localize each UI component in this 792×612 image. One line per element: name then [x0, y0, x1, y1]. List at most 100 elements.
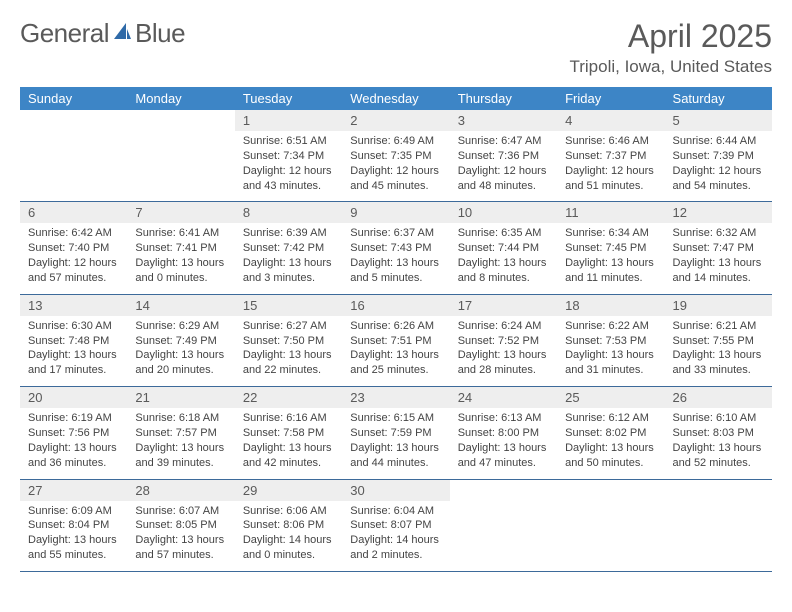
- calendar-day-cell: 13Sunrise: 6:30 AMSunset: 7:48 PMDayligh…: [20, 294, 127, 386]
- sunrise-line: Sunrise: 6:30 AM: [28, 319, 119, 334]
- calendar-day-cell: 25Sunrise: 6:12 AMSunset: 8:02 PMDayligh…: [557, 387, 664, 479]
- daylight-line: Daylight: 12 hours and 57 minutes.: [28, 256, 119, 286]
- day-number: 28: [127, 480, 234, 501]
- sunrise-line: Sunrise: 6:37 AM: [350, 226, 441, 241]
- day-number: 11: [557, 202, 664, 223]
- sunrise-line: Sunrise: 6:41 AM: [135, 226, 226, 241]
- daylight-line: Daylight: 13 hours and 11 minutes.: [565, 256, 656, 286]
- calendar-day-cell: 5Sunrise: 6:44 AMSunset: 7:39 PMDaylight…: [665, 110, 772, 202]
- calendar-day-cell: 2Sunrise: 6:49 AMSunset: 7:35 PMDaylight…: [342, 110, 449, 202]
- calendar-day-cell: 28Sunrise: 6:07 AMSunset: 8:05 PMDayligh…: [127, 479, 234, 571]
- day-details: Sunrise: 6:30 AMSunset: 7:48 PMDaylight:…: [20, 316, 127, 386]
- sunset-line: Sunset: 7:45 PM: [565, 241, 656, 256]
- day-details: Sunrise: 6:34 AMSunset: 7:45 PMDaylight:…: [557, 223, 664, 293]
- calendar-day-cell: 4Sunrise: 6:46 AMSunset: 7:37 PMDaylight…: [557, 110, 664, 202]
- calendar-day-cell: 3Sunrise: 6:47 AMSunset: 7:36 PMDaylight…: [450, 110, 557, 202]
- sunrise-line: Sunrise: 6:19 AM: [28, 411, 119, 426]
- sunset-line: Sunset: 7:51 PM: [350, 334, 441, 349]
- sunrise-line: Sunrise: 6:22 AM: [565, 319, 656, 334]
- daylight-line: Daylight: 14 hours and 0 minutes.: [243, 533, 334, 563]
- day-number: 30: [342, 480, 449, 501]
- daylight-line: Daylight: 13 hours and 36 minutes.: [28, 441, 119, 471]
- sunrise-line: Sunrise: 6:34 AM: [565, 226, 656, 241]
- daylight-line: Daylight: 13 hours and 25 minutes.: [350, 348, 441, 378]
- sunrise-line: Sunrise: 6:29 AM: [135, 319, 226, 334]
- sunrise-line: Sunrise: 6:16 AM: [243, 411, 334, 426]
- day-details: Sunrise: 6:47 AMSunset: 7:36 PMDaylight:…: [450, 131, 557, 201]
- calendar-day-cell: [127, 110, 234, 202]
- calendar-day-cell: 18Sunrise: 6:22 AMSunset: 7:53 PMDayligh…: [557, 294, 664, 386]
- sunrise-line: Sunrise: 6:44 AM: [673, 134, 764, 149]
- calendar-week-row: 20Sunrise: 6:19 AMSunset: 7:56 PMDayligh…: [20, 387, 772, 479]
- sunrise-line: Sunrise: 6:06 AM: [243, 504, 334, 519]
- day-details: Sunrise: 6:29 AMSunset: 7:49 PMDaylight:…: [127, 316, 234, 386]
- daylight-line: Daylight: 13 hours and 14 minutes.: [673, 256, 764, 286]
- day-number: 3: [450, 110, 557, 131]
- day-number: 20: [20, 387, 127, 408]
- day-details: Sunrise: 6:10 AMSunset: 8:03 PMDaylight:…: [665, 408, 772, 478]
- daylight-line: Daylight: 13 hours and 39 minutes.: [135, 441, 226, 471]
- sunrise-line: Sunrise: 6:21 AM: [673, 319, 764, 334]
- day-number: 25: [557, 387, 664, 408]
- sunset-line: Sunset: 7:57 PM: [135, 426, 226, 441]
- daylight-line: Daylight: 13 hours and 0 minutes.: [135, 256, 226, 286]
- day-number: 22: [235, 387, 342, 408]
- sunset-line: Sunset: 7:59 PM: [350, 426, 441, 441]
- calendar-day-cell: 21Sunrise: 6:18 AMSunset: 7:57 PMDayligh…: [127, 387, 234, 479]
- sunset-line: Sunset: 8:02 PM: [565, 426, 656, 441]
- calendar-day-cell: 14Sunrise: 6:29 AMSunset: 7:49 PMDayligh…: [127, 294, 234, 386]
- calendar-day-cell: [665, 479, 772, 571]
- calendar-day-cell: [557, 479, 664, 571]
- sunset-line: Sunset: 7:36 PM: [458, 149, 549, 164]
- sunset-line: Sunset: 8:05 PM: [135, 518, 226, 533]
- sunset-line: Sunset: 7:58 PM: [243, 426, 334, 441]
- weekday-header: Wednesday: [342, 87, 449, 110]
- day-number: 23: [342, 387, 449, 408]
- daylight-line: Daylight: 12 hours and 54 minutes.: [673, 164, 764, 194]
- calendar-week-row: 13Sunrise: 6:30 AMSunset: 7:48 PMDayligh…: [20, 294, 772, 386]
- sunset-line: Sunset: 7:40 PM: [28, 241, 119, 256]
- weekday-header: Saturday: [665, 87, 772, 110]
- day-details: Sunrise: 6:24 AMSunset: 7:52 PMDaylight:…: [450, 316, 557, 386]
- sunrise-line: Sunrise: 6:10 AM: [673, 411, 764, 426]
- day-details: Sunrise: 6:12 AMSunset: 8:02 PMDaylight:…: [557, 408, 664, 478]
- sunset-line: Sunset: 8:07 PM: [350, 518, 441, 533]
- sunset-line: Sunset: 7:44 PM: [458, 241, 549, 256]
- sunrise-line: Sunrise: 6:46 AM: [565, 134, 656, 149]
- logo-sail-icon: [111, 18, 133, 49]
- day-number: 15: [235, 295, 342, 316]
- day-number: 27: [20, 480, 127, 501]
- day-number: 13: [20, 295, 127, 316]
- day-details: Sunrise: 6:21 AMSunset: 7:55 PMDaylight:…: [665, 316, 772, 386]
- calendar-day-cell: [450, 479, 557, 571]
- calendar-day-cell: 15Sunrise: 6:27 AMSunset: 7:50 PMDayligh…: [235, 294, 342, 386]
- sunset-line: Sunset: 7:42 PM: [243, 241, 334, 256]
- day-details: Sunrise: 6:39 AMSunset: 7:42 PMDaylight:…: [235, 223, 342, 293]
- sunset-line: Sunset: 7:49 PM: [135, 334, 226, 349]
- logo-text-1: General: [20, 18, 109, 49]
- weekday-header: Tuesday: [235, 87, 342, 110]
- daylight-line: Daylight: 13 hours and 55 minutes.: [28, 533, 119, 563]
- sunrise-line: Sunrise: 6:47 AM: [458, 134, 549, 149]
- sunset-line: Sunset: 7:35 PM: [350, 149, 441, 164]
- calendar-week-row: 27Sunrise: 6:09 AMSunset: 8:04 PMDayligh…: [20, 479, 772, 571]
- weekday-header: Monday: [127, 87, 234, 110]
- calendar-day-cell: 1Sunrise: 6:51 AMSunset: 7:34 PMDaylight…: [235, 110, 342, 202]
- day-number: 17: [450, 295, 557, 316]
- weekday-header-row: Sunday Monday Tuesday Wednesday Thursday…: [20, 87, 772, 110]
- daylight-line: Daylight: 14 hours and 2 minutes.: [350, 533, 441, 563]
- day-details: Sunrise: 6:51 AMSunset: 7:34 PMDaylight:…: [235, 131, 342, 201]
- location-label: Tripoli, Iowa, United States: [569, 57, 772, 77]
- calendar-day-cell: 9Sunrise: 6:37 AMSunset: 7:43 PMDaylight…: [342, 202, 449, 294]
- calendar-day-cell: 6Sunrise: 6:42 AMSunset: 7:40 PMDaylight…: [20, 202, 127, 294]
- day-number: 2: [342, 110, 449, 131]
- calendar-day-cell: 22Sunrise: 6:16 AMSunset: 7:58 PMDayligh…: [235, 387, 342, 479]
- calendar-table: Sunday Monday Tuesday Wednesday Thursday…: [20, 87, 772, 572]
- daylight-line: Daylight: 13 hours and 8 minutes.: [458, 256, 549, 286]
- daylight-line: Daylight: 13 hours and 50 minutes.: [565, 441, 656, 471]
- day-number: 4: [557, 110, 664, 131]
- day-details: Sunrise: 6:44 AMSunset: 7:39 PMDaylight:…: [665, 131, 772, 201]
- day-number: 19: [665, 295, 772, 316]
- calendar-day-cell: 12Sunrise: 6:32 AMSunset: 7:47 PMDayligh…: [665, 202, 772, 294]
- day-details: Sunrise: 6:15 AMSunset: 7:59 PMDaylight:…: [342, 408, 449, 478]
